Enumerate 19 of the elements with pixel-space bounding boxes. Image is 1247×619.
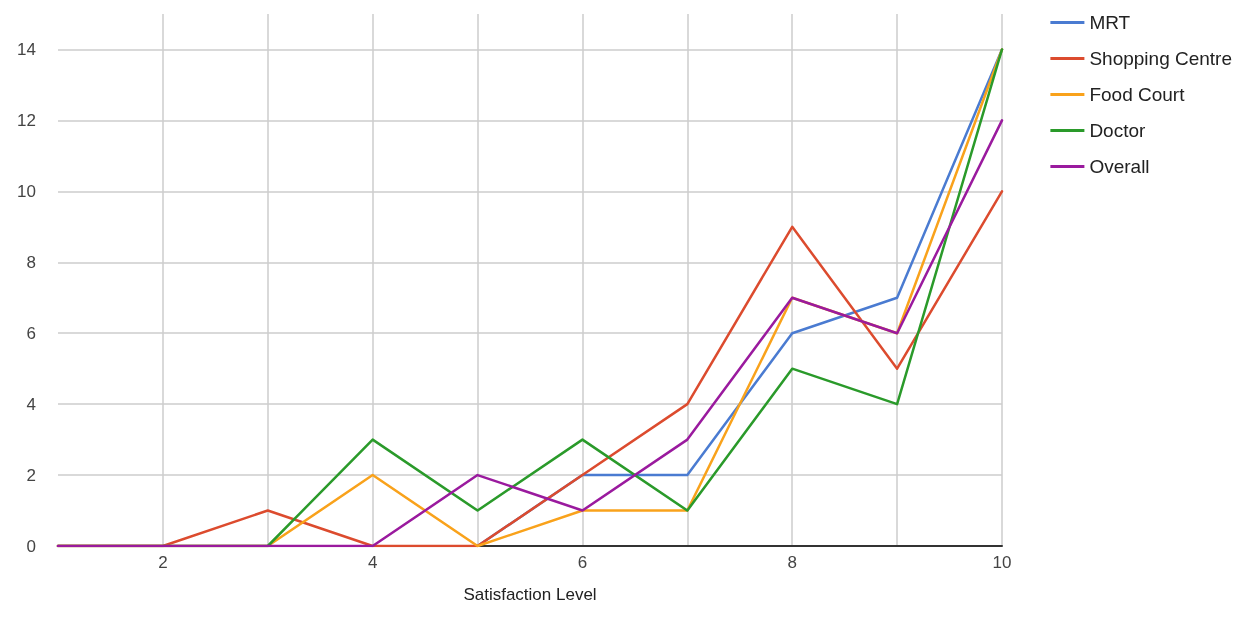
- y-tick-label: 14: [17, 39, 36, 59]
- y-tick-label: 10: [17, 181, 36, 201]
- legend-label: Shopping Centre: [1089, 48, 1233, 69]
- y-tick-label: 12: [17, 110, 36, 130]
- x-tick-label: 8: [787, 553, 797, 572]
- y-tick-label: 4: [26, 394, 36, 414]
- legend-label: MRT: [1089, 12, 1131, 33]
- x-tick-label: 2: [158, 553, 168, 572]
- y-tick-label: 6: [26, 323, 36, 343]
- x-tick-label: 4: [367, 553, 378, 572]
- x-axis-title: Satisfaction Level: [463, 585, 597, 604]
- x-tick-label: 10: [992, 553, 1012, 572]
- legend-label: Food Court: [1089, 84, 1186, 105]
- x-tick-label: 6: [577, 553, 588, 572]
- y-tick-label: 0: [26, 536, 36, 556]
- legend-label: Doctor: [1089, 120, 1147, 141]
- y-tick-label: 2: [26, 465, 36, 485]
- y-tick-label: 8: [26, 252, 36, 272]
- legend-label: Overall: [1089, 156, 1150, 177]
